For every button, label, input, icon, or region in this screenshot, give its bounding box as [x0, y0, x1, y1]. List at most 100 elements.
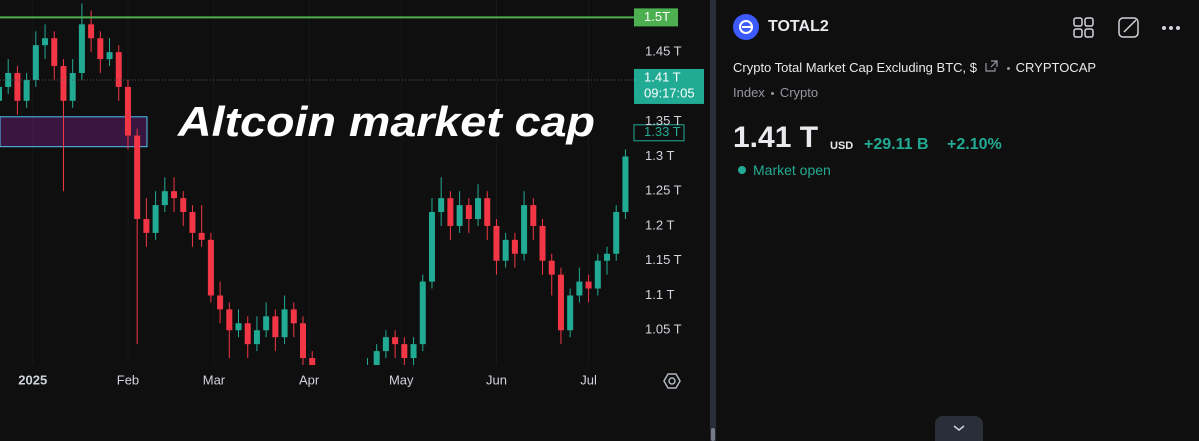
- candle-body: [567, 295, 574, 331]
- settings-button[interactable]: [663, 373, 681, 389]
- candle-body: [124, 86, 131, 136]
- candle-body: [189, 212, 196, 233]
- y-tick-label: 1.2 T: [645, 217, 674, 232]
- symbol[interactable]: TOTAL2: [768, 18, 829, 35]
- candle-body: [235, 323, 242, 331]
- more-button[interactable]: [1162, 26, 1180, 30]
- candle-body: [622, 156, 629, 213]
- candle-body: [198, 232, 205, 240]
- candle-body: [32, 45, 39, 80]
- candle-body: [428, 212, 435, 282]
- y-tick-label: 1.45 T: [645, 44, 682, 59]
- candle-body: [263, 316, 270, 331]
- candle-body: [475, 198, 482, 219]
- y-tick-label: 1.35 T: [645, 113, 682, 128]
- prev-price-box: [633, 124, 685, 142]
- external-link-icon[interactable]: [985, 60, 999, 72]
- candle-body: [392, 337, 399, 345]
- candle-body: [281, 309, 288, 338]
- candle-body: [115, 52, 122, 87]
- candle-body: [152, 205, 159, 233]
- candle-body: [447, 198, 454, 226]
- x-tick-label: 2025: [18, 372, 47, 387]
- status-dot: [738, 166, 746, 174]
- expand-button[interactable]: [935, 416, 983, 441]
- candle-body: [106, 52, 113, 60]
- candle-body: [134, 135, 141, 219]
- candle-body: [438, 198, 445, 213]
- exchange[interactable]: CRYPTOCAP: [1015, 60, 1097, 75]
- candle-body: [613, 212, 620, 254]
- candle-body: [401, 344, 408, 359]
- candle-body: [419, 281, 426, 345]
- zone-layer: [0, 116, 148, 148]
- y-tick-label: 1.3 T: [645, 148, 674, 163]
- candle-body: [272, 316, 279, 338]
- last-price-time: 09:17:05: [644, 85, 695, 100]
- candle-body: [97, 38, 104, 60]
- candle-body: [171, 191, 178, 199]
- candle-body: [465, 205, 472, 219]
- candle-body: [207, 239, 214, 296]
- candle-body: [88, 24, 95, 39]
- candle-body: [253, 330, 260, 345]
- candles: [0, 3, 629, 414]
- candle-body: [364, 372, 370, 386]
- candle-body: [244, 323, 251, 345]
- candle-body: [318, 379, 324, 400]
- candle-body: [557, 274, 564, 331]
- x-tick-label: Feb: [117, 372, 139, 387]
- market-status: Market open: [753, 162, 831, 178]
- toolbar: [1073, 17, 1180, 38]
- candle-body: [346, 393, 352, 407]
- candle-body: [180, 198, 187, 213]
- candle-body: [604, 253, 611, 261]
- candle-body: [51, 38, 58, 67]
- change: +29.11 B: [864, 136, 929, 153]
- divider[interactable]: [710, 0, 716, 441]
- candle-body: [511, 239, 518, 254]
- candle-body: [521, 205, 528, 254]
- y-tick-label: 1.15 T: [645, 252, 682, 267]
- candle-body: [14, 73, 21, 101]
- candle-body: [355, 386, 361, 393]
- prev-price-label: 1.33 T: [644, 124, 681, 139]
- candle-body: [60, 66, 67, 101]
- candle-body: [382, 337, 389, 352]
- level-label: 1.5T: [644, 9, 670, 24]
- candle-body: [5, 73, 12, 87]
- candle-body: [456, 205, 463, 226]
- currency: USD: [830, 140, 854, 152]
- grid: [32, 0, 590, 365]
- candle-body: [373, 351, 380, 365]
- candle-body: [539, 225, 546, 261]
- axes: 1.05 T1.1 T1.15 T1.2 T1.25 T1.3 T1.35 T1…: [18, 44, 681, 388]
- resize-handle[interactable]: [711, 428, 715, 441]
- last-price-box: [634, 68, 704, 104]
- candle-body: [493, 225, 500, 261]
- candle-body: [410, 344, 417, 359]
- annotation: Altcoin market cap: [177, 98, 595, 145]
- candle-body: [69, 73, 76, 101]
- x-tick-label: Mar: [203, 372, 226, 387]
- y-tick-label: 1.05 T: [645, 322, 682, 337]
- y-tick-label: 1.1 T: [645, 287, 674, 302]
- level-label-box: [634, 8, 678, 27]
- levels: 1.5T 1.41 T09:17:05 1.33 T: [0, 8, 704, 142]
- candle-body: [328, 400, 334, 414]
- candle-body: [143, 219, 150, 233]
- y-tick-label: 1.25 T: [645, 183, 682, 198]
- candle-body: [78, 24, 85, 73]
- candle-body: [594, 260, 601, 289]
- chart: 1.5T 1.41 T09:17:05 1.33 T Altcoin market …: [0, 0, 704, 414]
- description: Crypto Total Market Cap Excluding BTC, $: [733, 60, 977, 75]
- candle-body: [548, 260, 555, 275]
- zone: [0, 116, 148, 148]
- x-tick-label: Jul: [580, 372, 597, 387]
- candle-body: [217, 295, 224, 310]
- layout-button[interactable]: [1073, 17, 1094, 38]
- edit-button[interactable]: [1118, 17, 1139, 38]
- x-tick-label: May: [389, 372, 414, 387]
- candle-body: [290, 309, 297, 324]
